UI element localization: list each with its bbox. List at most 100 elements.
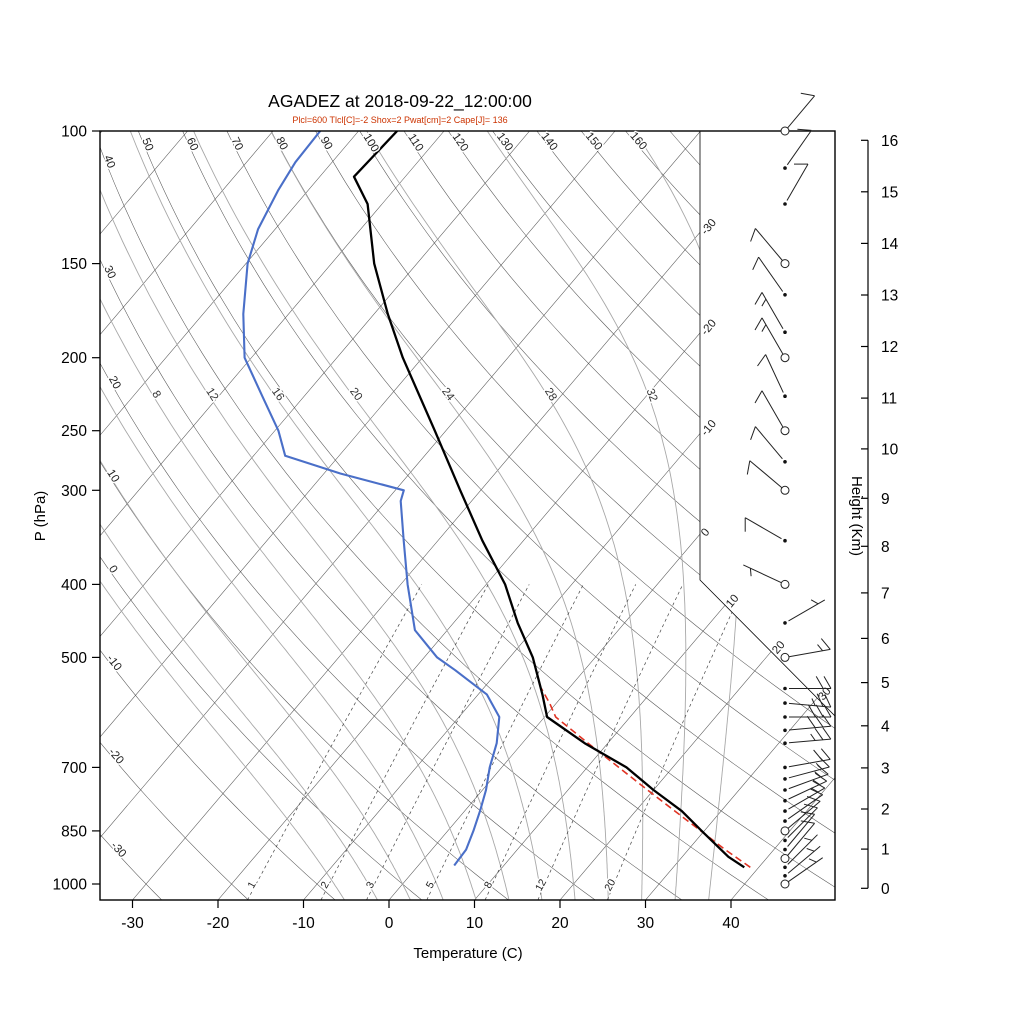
station-dot xyxy=(783,799,787,803)
isotherm-grid xyxy=(0,131,1024,900)
dry-adiabat-label: -20 xyxy=(106,746,126,766)
dry-adiabat-label: 120 xyxy=(449,131,470,154)
temperature-axis-label: Temperature (C) xyxy=(413,945,522,962)
station-circle xyxy=(781,486,789,494)
dry-adiabat-label: 130 xyxy=(494,131,515,154)
moist-adiabat-label: 20 xyxy=(347,386,364,403)
station-dot xyxy=(783,777,787,781)
isotherm-label: -10 xyxy=(699,418,719,438)
station-circle xyxy=(781,880,789,888)
wind-barb xyxy=(743,565,789,589)
height-tick-label: 9 xyxy=(881,491,890,508)
moist-adiabat-label: 28 xyxy=(542,386,559,403)
station-dot xyxy=(783,460,787,464)
station-dot xyxy=(783,166,787,170)
height-tick-label: 1 xyxy=(881,842,890,859)
dry-adiabat-label: 0 xyxy=(106,564,120,576)
mixing-ratio-label: 3 xyxy=(364,880,377,891)
pressure-axis-label: P (hPa) xyxy=(32,491,49,542)
moist-adiabat-label: 12 xyxy=(203,386,220,403)
station-dot xyxy=(783,741,787,745)
chart-background xyxy=(0,131,1024,900)
station-dot xyxy=(783,701,787,705)
pressure-tick-label: 1000 xyxy=(53,877,88,894)
dry-adiabat-label: 80 xyxy=(273,135,290,152)
temperature-tick-label: 20 xyxy=(551,915,569,932)
wind-barb xyxy=(783,749,830,770)
dry-adiabats xyxy=(0,131,1024,900)
pressure-tick-label: 100 xyxy=(61,124,87,141)
height-tick-label: 7 xyxy=(881,585,890,602)
moist-adiabat-label: 8 xyxy=(149,389,163,401)
temperature-tick-label: -20 xyxy=(207,915,230,932)
station-dot xyxy=(783,809,787,813)
isotherm-label: 0 xyxy=(699,526,712,539)
plot-frame xyxy=(100,131,835,900)
dry-adiabat-label: 110 xyxy=(405,132,425,154)
moist-adiabats xyxy=(0,131,741,900)
isotherm-label: -20 xyxy=(699,317,719,337)
grid-boundary xyxy=(700,131,835,716)
temperature-tick-label: 10 xyxy=(466,915,484,932)
station-dot xyxy=(783,293,787,297)
height-tick-label: 12 xyxy=(881,339,898,356)
station-circle xyxy=(781,127,789,135)
station-circle xyxy=(781,580,789,588)
temperature-tick-label: -10 xyxy=(292,915,315,932)
height-tick-label: 13 xyxy=(881,288,898,305)
temperature-tick-label: -30 xyxy=(121,915,144,932)
height-tick-label: 10 xyxy=(881,441,899,458)
moist-adiabat-label: 24 xyxy=(439,386,457,404)
isotherm-label: 10 xyxy=(724,593,741,611)
mixing-ratio-label: 12 xyxy=(533,877,549,893)
station-dot xyxy=(783,394,787,398)
pressure-tick-label: 250 xyxy=(61,423,87,440)
height-tick-label: 4 xyxy=(881,718,890,735)
wind-barb xyxy=(783,600,825,625)
height-tick-label: 2 xyxy=(881,802,890,819)
wind-barb xyxy=(745,518,787,543)
station-circle xyxy=(781,653,789,661)
station-circle xyxy=(781,855,789,863)
station-dot xyxy=(783,202,787,206)
height-tick-label: 3 xyxy=(881,760,890,777)
pressure-tick-label: 200 xyxy=(61,350,87,367)
dry-adiabat-label: -30 xyxy=(108,840,128,860)
wind-barb xyxy=(783,164,808,206)
parcel-curve xyxy=(541,689,750,868)
dry-adiabat-label: 90 xyxy=(318,135,335,152)
station-dot xyxy=(783,788,787,792)
station-circle xyxy=(781,827,789,835)
height-tick-label: 14 xyxy=(881,236,899,253)
station-dot xyxy=(783,715,787,719)
height-tick-label: 15 xyxy=(881,184,898,201)
temperature-curve xyxy=(354,131,744,867)
height-tick-label: 5 xyxy=(881,675,890,692)
station-circle xyxy=(781,260,789,268)
wind-barb xyxy=(783,789,823,823)
station-dot xyxy=(783,539,787,543)
wind-barb xyxy=(781,639,830,662)
station-dot xyxy=(783,330,787,334)
mixing-ratio-label: 1 xyxy=(245,880,258,891)
dry-adiabat-label: 70 xyxy=(228,136,244,153)
temperature-tick-label: 0 xyxy=(385,915,394,932)
station-dot xyxy=(783,729,787,733)
temperature-axis: -30 -20 -10 0 10 20 30 40 xyxy=(121,900,740,932)
temperature-tick-label: 30 xyxy=(637,915,655,932)
dry-adiabat-label: 10 xyxy=(104,468,121,485)
moist-adiabat-label: 16 xyxy=(269,386,286,403)
mixing-ratio-label: 2 xyxy=(319,880,332,891)
dry-adiabat-label: -10 xyxy=(104,653,124,673)
pressure-tick-label: 500 xyxy=(61,650,87,667)
station-circle xyxy=(781,427,789,435)
station-dot xyxy=(783,866,787,870)
wind-barb xyxy=(755,318,789,362)
dry-adiabat-label: 20 xyxy=(106,374,123,391)
temperature-tick-label: 40 xyxy=(722,915,740,932)
station-dot xyxy=(783,874,787,878)
pressure-tick-label: 850 xyxy=(61,823,87,840)
